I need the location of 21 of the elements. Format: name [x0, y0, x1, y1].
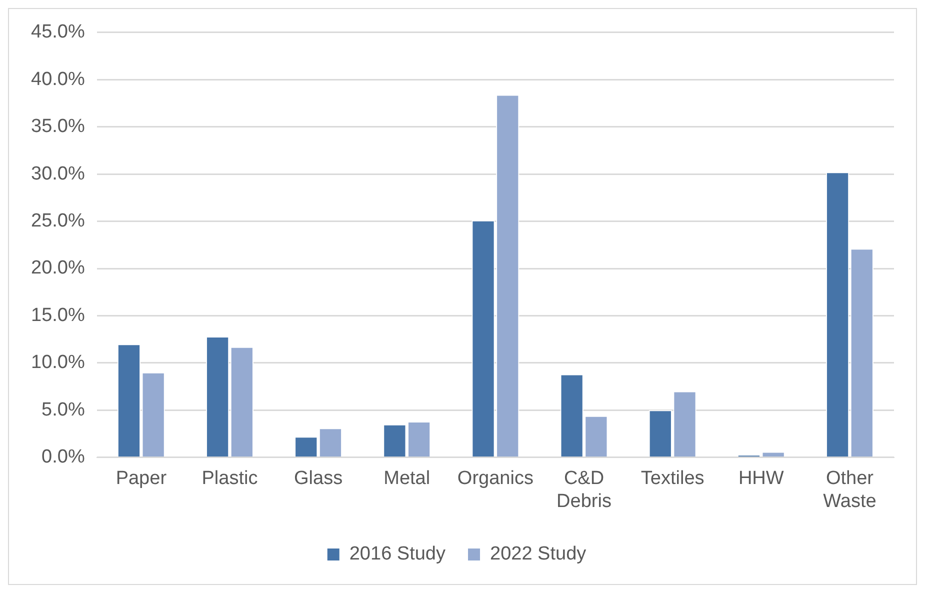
y-tick-label: 15.0%	[31, 304, 85, 326]
y-tick-label: 0.0%	[42, 446, 85, 468]
y-tick-label: 5.0%	[42, 399, 85, 420]
y-tick-label: 25.0%	[31, 210, 85, 232]
x-tick-label: C&D Debris	[556, 468, 612, 512]
y-tick-label: 10.0%	[31, 352, 85, 374]
x-tick-label: Metal	[384, 468, 430, 490]
x-tick-label: Glass	[294, 468, 343, 490]
x-tick-label: HHW	[738, 468, 784, 490]
x-tick-label: Paper	[116, 468, 168, 490]
y-tick-label: 30.0%	[31, 163, 85, 184]
x-tick-label: Other Waste	[823, 468, 876, 512]
legend-label: 2016 Study	[349, 544, 446, 565]
y-tick-label: 35.0%	[31, 116, 85, 138]
x-tick-label: Plastic	[202, 468, 258, 490]
legend-label: 2022 Study	[490, 544, 587, 565]
y-tick-label: 40.0%	[31, 68, 85, 90]
x-tick-label: Textiles	[640, 468, 704, 490]
y-tick-label: 20.0%	[31, 258, 85, 279]
x-tick-label: Organics	[457, 468, 534, 490]
y-tick-label: 45.0%	[31, 22, 85, 43]
